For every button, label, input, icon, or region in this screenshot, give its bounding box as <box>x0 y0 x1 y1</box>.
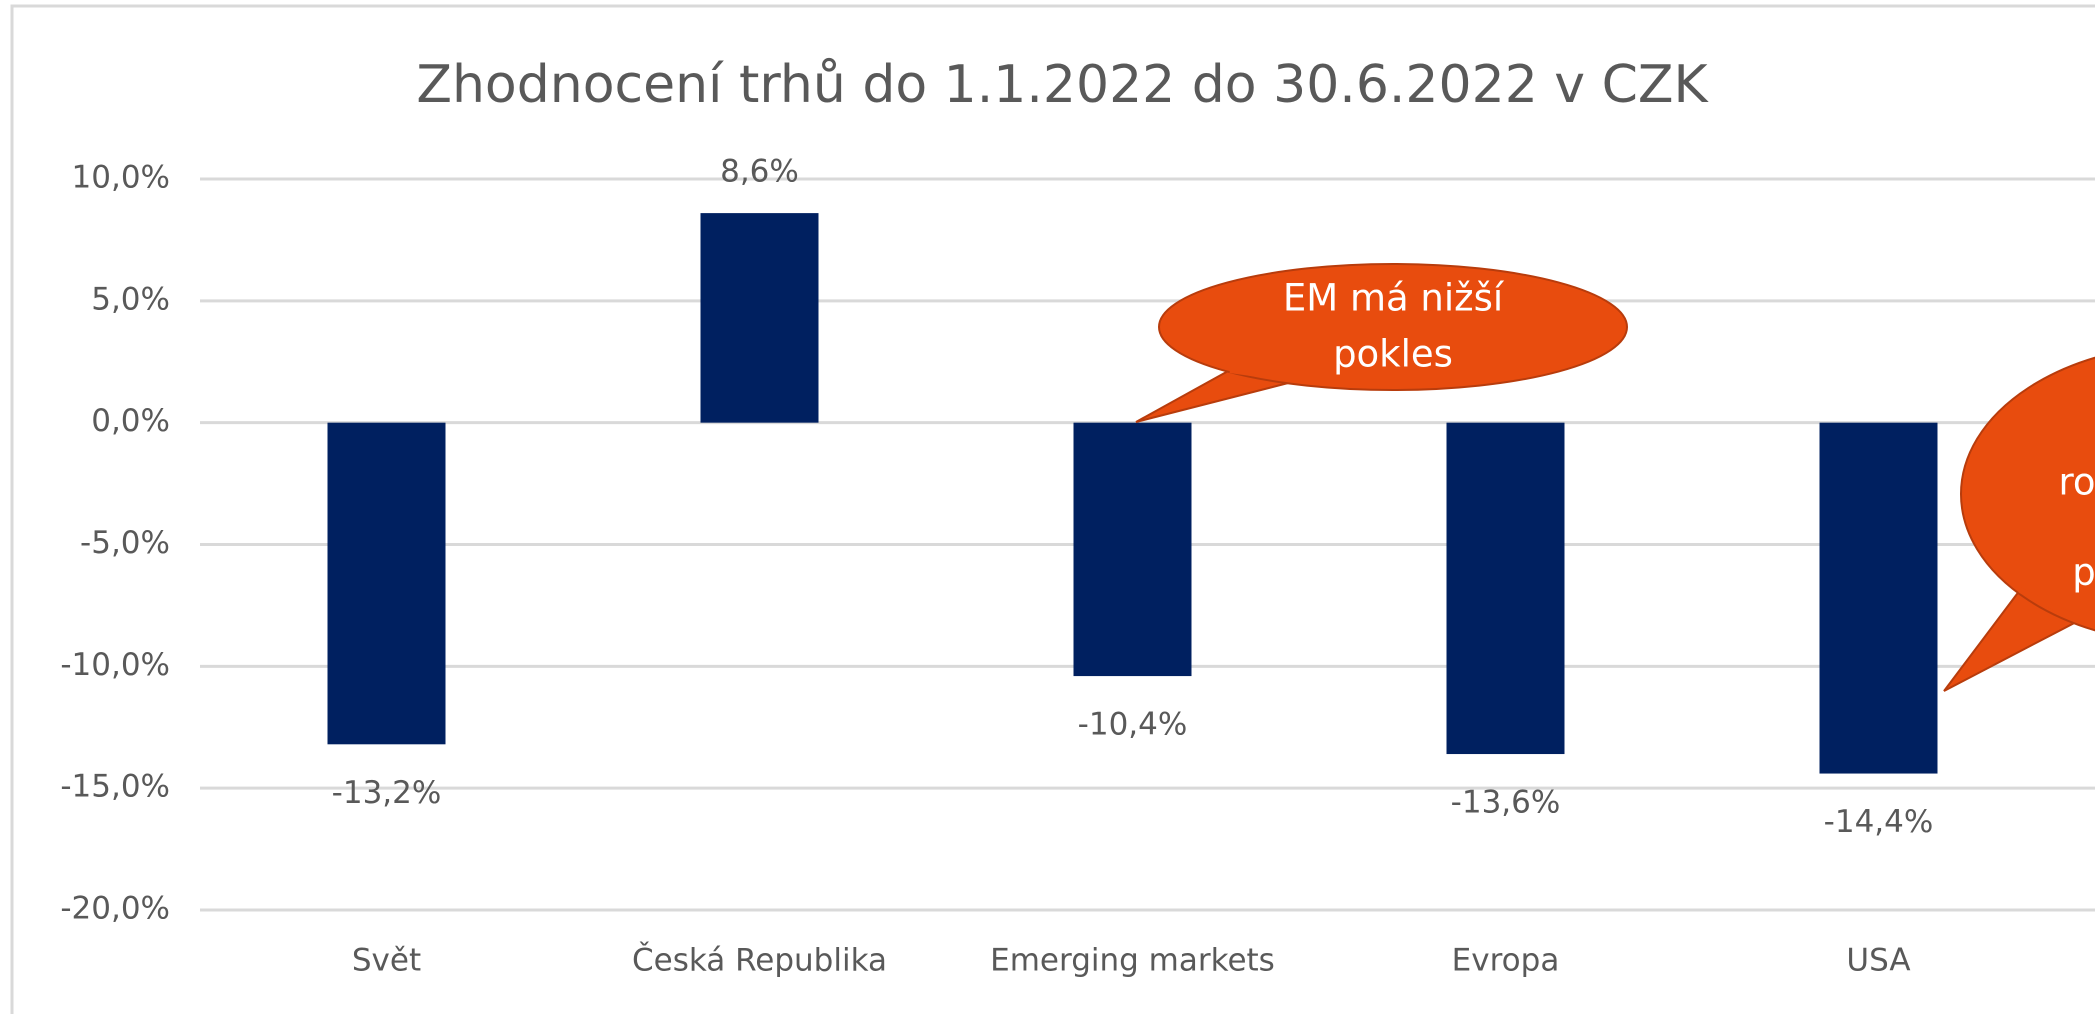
value-label: -13,6% <box>1451 785 1561 821</box>
y-tick-label: -15,0% <box>60 769 170 805</box>
bar <box>1446 422 1565 755</box>
bar <box>327 422 446 745</box>
callout-join <box>1229 367 1301 383</box>
x-tick-label: Emerging markets <box>990 943 1275 979</box>
value-label: -14,4% <box>1824 804 1934 840</box>
callout-text: ro <box>2058 461 2095 504</box>
x-tick-label: Česká Republika <box>632 942 887 979</box>
bar <box>1819 422 1938 774</box>
chart-title: Zhodnocení trhů do 1.1.2022 do 30.6.2022… <box>416 55 1709 115</box>
callout-bubble <box>1158 263 1628 391</box>
y-tick-label: -10,0% <box>60 647 170 683</box>
value-label: -10,4% <box>1078 707 1188 743</box>
bar <box>1073 422 1192 677</box>
bar <box>700 213 819 423</box>
callout-bubble <box>1960 356 2095 632</box>
x-tick-label: Svět <box>352 943 421 979</box>
y-tick-label: 10,0% <box>72 160 170 196</box>
callout-text: p <box>2072 551 2095 594</box>
y-tick-label: 0,0% <box>91 403 170 439</box>
y-tick-label: 5,0% <box>91 281 170 317</box>
y-tick-label: -5,0% <box>80 525 170 561</box>
callout-join <box>2018 587 2082 623</box>
x-tick-label: Evropa <box>1452 943 1560 979</box>
chart-border <box>10 4 2095 1014</box>
callout-text: EM má nižší <box>1283 277 1505 320</box>
x-tick-label: USA <box>1846 943 1910 979</box>
y-tick-label: -20,0% <box>60 891 170 927</box>
value-label: 8,6% <box>720 154 799 190</box>
value-label: -13,2% <box>332 775 442 811</box>
callout-text: pokles <box>1333 333 1453 376</box>
